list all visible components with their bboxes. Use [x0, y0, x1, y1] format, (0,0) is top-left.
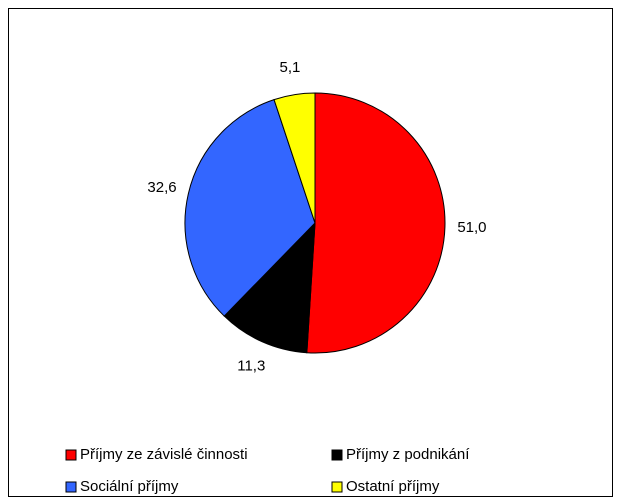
legend-label: Příjmy z podnikání [346, 446, 470, 463]
legend-swatch [331, 449, 343, 461]
pie-slice [273, 92, 316, 224]
data-label: 5,1 [280, 59, 301, 76]
data-label: 51,0 [457, 219, 486, 236]
data-label: 11,3 [237, 357, 265, 374]
data-label: 32,6 [147, 179, 176, 196]
pie-slice [223, 221, 316, 354]
pie-slice [184, 98, 316, 317]
legend-label: Sociální příjmy [80, 478, 179, 495]
legend-swatch [331, 481, 343, 493]
legend-label: Ostatní příjmy [346, 478, 440, 495]
legend-swatch [65, 449, 77, 461]
pie-slice [306, 92, 446, 354]
legend-label: Příjmy ze závislé činnosti [80, 446, 248, 463]
legend-swatch [65, 481, 77, 493]
